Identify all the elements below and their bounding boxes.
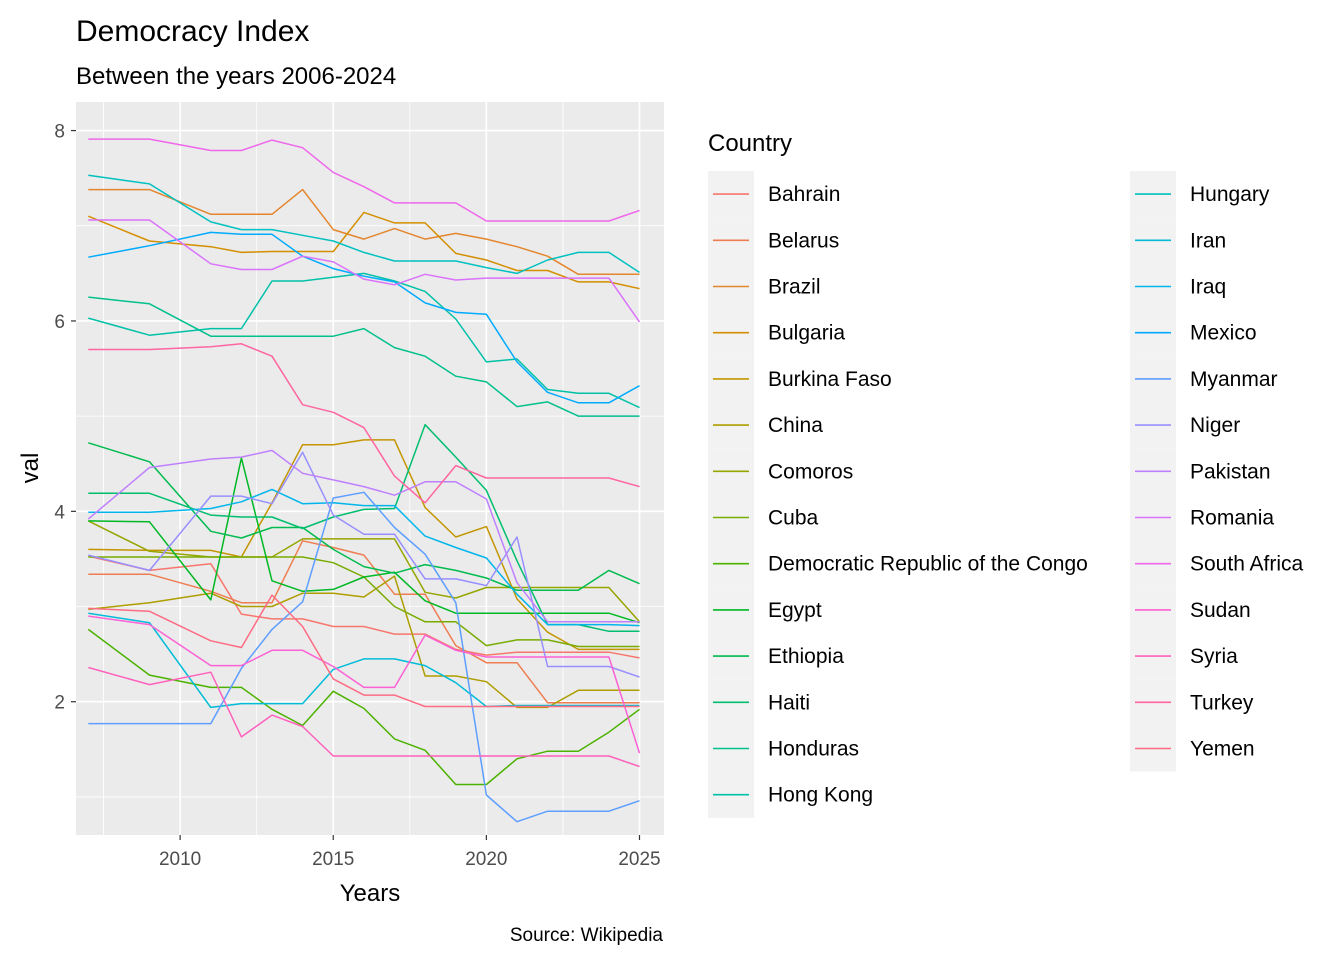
- legend-item: Burkina Faso: [708, 355, 892, 402]
- legend-item: Sudan: [1130, 586, 1251, 633]
- y-axis-title: val: [17, 453, 44, 484]
- legend-label: Syria: [1190, 645, 1238, 668]
- legend-item: Bahrain: [708, 171, 840, 218]
- legend-item: South Africa: [1130, 540, 1304, 587]
- plot-panel: [76, 102, 664, 835]
- series-line-yemen: [88, 594, 640, 708]
- legend-label: Democratic Republic of the Congo: [768, 553, 1088, 576]
- x-tick-label: 2025: [618, 849, 660, 870]
- series-line-honduras: [88, 296, 640, 417]
- series-line-mexico: [88, 231, 640, 404]
- legend-item: Haiti: [708, 679, 810, 726]
- legend-item: Romania: [1130, 494, 1274, 541]
- legend-label: Turkey: [1190, 691, 1254, 714]
- series-line-romania: [88, 219, 641, 323]
- legend-item: Iran: [1130, 217, 1226, 264]
- series-line-cuba: [88, 556, 640, 648]
- y-axis-ticks: 2 4 6 8: [54, 122, 76, 714]
- legend-item: Turkey: [1130, 679, 1254, 726]
- legend-item: Ethiopia: [708, 633, 844, 680]
- legend-item: Syria: [1130, 633, 1238, 680]
- legend-label: South Africa: [1190, 553, 1304, 576]
- chart-caption: Source: Wikipedia: [510, 925, 664, 946]
- series-line-myanmar: [88, 491, 640, 823]
- series-line-iraq: [88, 488, 640, 627]
- series-line-bulgaria: [88, 211, 640, 290]
- y-tick-label: 2: [54, 693, 65, 714]
- legend-label: Brazil: [768, 276, 821, 299]
- legend-item: Yemen: [1130, 725, 1255, 772]
- x-axis-title: Years: [340, 880, 401, 907]
- legend-label: Bulgaria: [768, 322, 845, 345]
- series-line-hong-kong: [88, 272, 640, 409]
- legend-label: Yemen: [1190, 738, 1255, 761]
- legend-item: Hungary: [1130, 171, 1270, 218]
- x-tick-label: 2020: [465, 849, 507, 870]
- legend-item: China: [708, 402, 823, 449]
- legend-label: Hong Kong: [768, 784, 873, 807]
- series-line-burkina-faso: [88, 439, 640, 651]
- y-tick-label: 6: [54, 312, 65, 333]
- legend-label: Bahrain: [768, 183, 840, 206]
- series-line-pakistan: [87, 449, 640, 623]
- x-axis-ticks: 2010 2015 2020 2025: [159, 835, 661, 870]
- legend-label: Egypt: [768, 599, 822, 622]
- legend-label: Myanmar: [1190, 368, 1278, 391]
- legend-label: Burkina Faso: [768, 368, 892, 391]
- legend-label: Pakistan: [1190, 460, 1271, 483]
- series-line-china: [88, 575, 640, 709]
- x-tick-label: 2010: [159, 849, 201, 870]
- legend-item: Myanmar: [1130, 355, 1278, 402]
- series-line-south-africa: [88, 138, 640, 222]
- y-tick-label: 4: [54, 502, 65, 523]
- series-line-hungary: [88, 174, 640, 275]
- legend-label: Sudan: [1190, 599, 1251, 622]
- legend-item: Democratic Republic of the Congo: [708, 540, 1088, 587]
- y-tick-label: 8: [54, 122, 65, 143]
- legend-item: Hong Kong: [708, 771, 873, 818]
- legend-label: Honduras: [768, 738, 859, 761]
- chart-subtitle: Between the years 2006-2024: [76, 63, 396, 90]
- series-line-egypt: [88, 457, 640, 624]
- series-line-turkey: [88, 343, 640, 504]
- series-line-ethiopia: [88, 442, 640, 592]
- legend-item: Belarus: [708, 217, 839, 264]
- legend-label: Romania: [1190, 507, 1274, 530]
- legend-item: Mexico: [1130, 309, 1257, 356]
- legend-label: Mexico: [1190, 322, 1257, 345]
- legend-item: Brazil: [708, 263, 821, 310]
- legend-label: Hungary: [1190, 183, 1270, 206]
- series-line-niger: [88, 451, 640, 678]
- x-tick-label: 2015: [312, 849, 354, 870]
- chart-title: Democracy Index: [76, 15, 309, 48]
- legend-item: Pakistan: [1130, 448, 1271, 495]
- series-line-brazil: [88, 188, 640, 276]
- series-line-belarus: [88, 540, 640, 704]
- legend-label: China: [768, 414, 823, 437]
- legend-label: Niger: [1190, 414, 1240, 437]
- legend-label: Cuba: [768, 507, 819, 530]
- legend-item: Bulgaria: [708, 309, 845, 356]
- legend-item: Niger: [1130, 402, 1240, 449]
- legend-label: Haiti: [768, 691, 810, 714]
- legend-item: Iraq: [1130, 263, 1226, 310]
- series-line-sudan: [88, 615, 641, 754]
- legend-item: Comoros: [708, 448, 853, 495]
- legend-title: Country: [708, 130, 792, 157]
- legend-label: Iran: [1190, 229, 1226, 252]
- series-line-bahrain: [88, 555, 640, 659]
- legend-item: Honduras: [708, 725, 859, 772]
- legend-label: Belarus: [768, 229, 839, 252]
- series-line-iran: [88, 612, 640, 709]
- legend-item: Egypt: [708, 586, 822, 633]
- legend-item: Cuba: [708, 494, 819, 541]
- series-line-syria: [88, 666, 640, 768]
- legend-label: Comoros: [768, 460, 853, 483]
- legend: Bahrain Belarus Brazil Bulgaria Burkina Faso…: [708, 171, 1304, 818]
- legend-label: Iraq: [1190, 276, 1226, 299]
- legend-label: Ethiopia: [768, 645, 844, 668]
- series-lines: [87, 138, 641, 823]
